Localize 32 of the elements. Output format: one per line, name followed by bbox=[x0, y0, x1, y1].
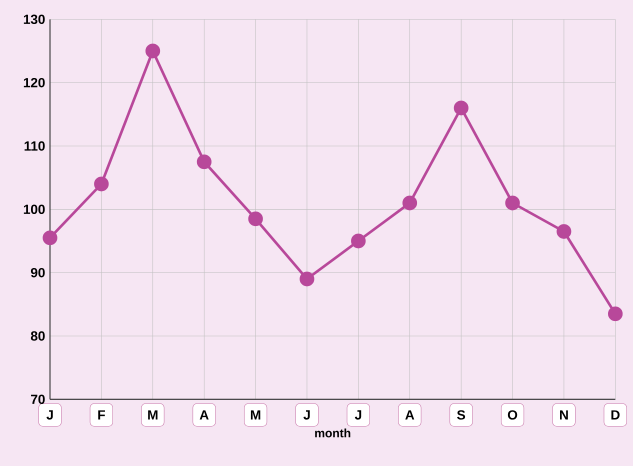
y-tick-label: 100 bbox=[24, 204, 45, 214]
x-tick-label: J bbox=[303, 410, 310, 420]
y-tick-label: 90 bbox=[30, 268, 45, 278]
x-axis-title: month bbox=[315, 428, 350, 438]
point bbox=[300, 272, 314, 286]
y-tick-label: 110 bbox=[24, 141, 45, 151]
x-tick-label: F bbox=[98, 410, 105, 420]
point bbox=[402, 196, 418, 210]
point bbox=[94, 176, 109, 192]
y-tick-label: 130 bbox=[24, 14, 45, 24]
y-tick-label: 70 bbox=[31, 394, 45, 404]
x-tick-label: A bbox=[200, 410, 209, 420]
point bbox=[505, 196, 520, 210]
x-tick-label: O bbox=[508, 410, 518, 420]
x-tick-label: S bbox=[457, 410, 466, 420]
x-tick-label: N bbox=[560, 410, 568, 420]
point bbox=[351, 234, 366, 248]
point bbox=[556, 224, 572, 239]
point bbox=[248, 211, 263, 226]
x-tick-label: A bbox=[405, 410, 414, 420]
x-tick-label: J bbox=[46, 410, 53, 420]
point bbox=[42, 230, 58, 246]
y-tick-label: 120 bbox=[24, 78, 45, 88]
point bbox=[145, 44, 160, 58]
point bbox=[454, 100, 468, 116]
x-tick-label: M bbox=[148, 410, 158, 420]
point bbox=[608, 306, 623, 322]
x-tick-label: M bbox=[250, 410, 260, 420]
point bbox=[196, 154, 212, 170]
x-tick-label: D bbox=[611, 410, 620, 420]
x-tick-label: J bbox=[354, 410, 362, 420]
y-tick-label: 80 bbox=[30, 331, 45, 341]
